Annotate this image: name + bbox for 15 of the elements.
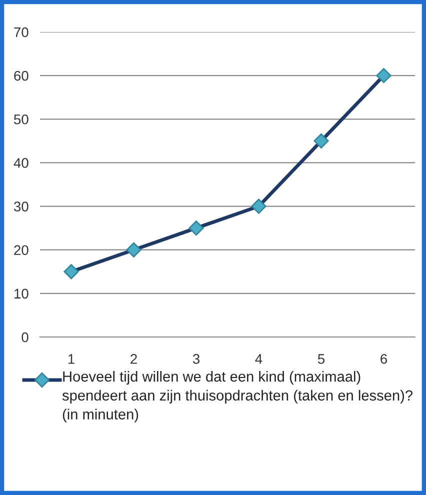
y-tick-label: 10: [14, 288, 28, 299]
x-tick-label: 5: [318, 354, 325, 364]
y-tick-label: 0: [22, 332, 28, 342]
legend-label: Hoeveel tijd willen we dat een kind (maximaal) spendeert aan zijn thuisopdrachten (taken en lessen)? (in minuten): [62, 371, 412, 422]
x-tick-label: 3: [192, 354, 200, 364]
y-tick-label: 20: [14, 245, 28, 256]
x-tick-label: 1: [68, 354, 74, 364]
y-tick-label: 40: [14, 158, 28, 168]
y-tick-label: 30: [14, 202, 28, 212]
y-tick-label: 60: [14, 70, 28, 81]
y-tick-label: 50: [14, 114, 28, 124]
x-tick-label: 4: [255, 354, 262, 364]
y-tick-label: 70: [14, 27, 28, 38]
x-tick-label: 2: [130, 354, 137, 364]
x-tick-label: 6: [380, 354, 387, 364]
